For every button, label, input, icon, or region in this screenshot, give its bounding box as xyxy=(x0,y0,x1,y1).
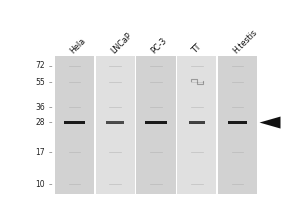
Text: PC-3: PC-3 xyxy=(150,36,169,55)
Bar xyxy=(136,56,176,194)
Bar xyxy=(96,56,135,194)
Bar xyxy=(228,121,247,124)
Text: 55: 55 xyxy=(35,78,45,87)
Text: –: – xyxy=(49,181,52,187)
Text: Hela: Hela xyxy=(68,36,87,55)
Bar xyxy=(64,121,85,124)
Text: H.testis: H.testis xyxy=(231,27,259,55)
Text: –: – xyxy=(49,104,52,110)
Text: 72: 72 xyxy=(35,61,45,70)
Text: –: – xyxy=(49,120,52,126)
Bar xyxy=(55,56,94,194)
Bar xyxy=(177,56,216,194)
Text: –: – xyxy=(49,149,52,155)
Text: TT: TT xyxy=(190,42,203,55)
Bar xyxy=(106,121,124,124)
Text: 17: 17 xyxy=(35,148,45,157)
Text: –: – xyxy=(49,79,52,85)
Text: 28: 28 xyxy=(35,118,45,127)
Text: –: – xyxy=(49,63,52,69)
Bar xyxy=(145,121,167,124)
Text: LNCaP: LNCaP xyxy=(109,31,133,55)
Text: 10: 10 xyxy=(35,180,45,189)
Bar xyxy=(218,56,257,194)
Bar xyxy=(189,121,205,124)
Text: 36: 36 xyxy=(35,103,45,112)
